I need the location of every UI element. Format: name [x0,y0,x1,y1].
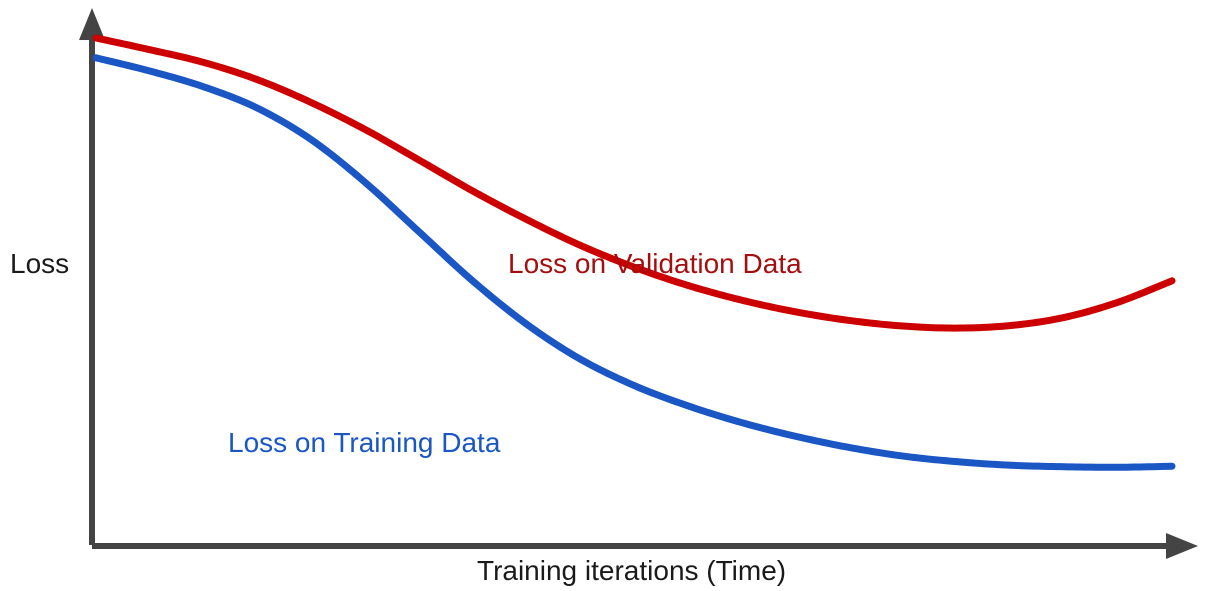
x-axis-arrow-icon [1166,533,1198,559]
y-axis-arrow-icon [79,8,105,40]
training-loss-curve [92,54,1176,471]
training-series-label: Loss on Training Data [228,427,501,458]
x-axis-label: Training iterations (Time) [477,555,787,586]
validation-loss-curve [92,34,1176,332]
y-axis-label: Loss [10,248,70,279]
validation-series-label: Loss on Validation Data [508,248,802,279]
